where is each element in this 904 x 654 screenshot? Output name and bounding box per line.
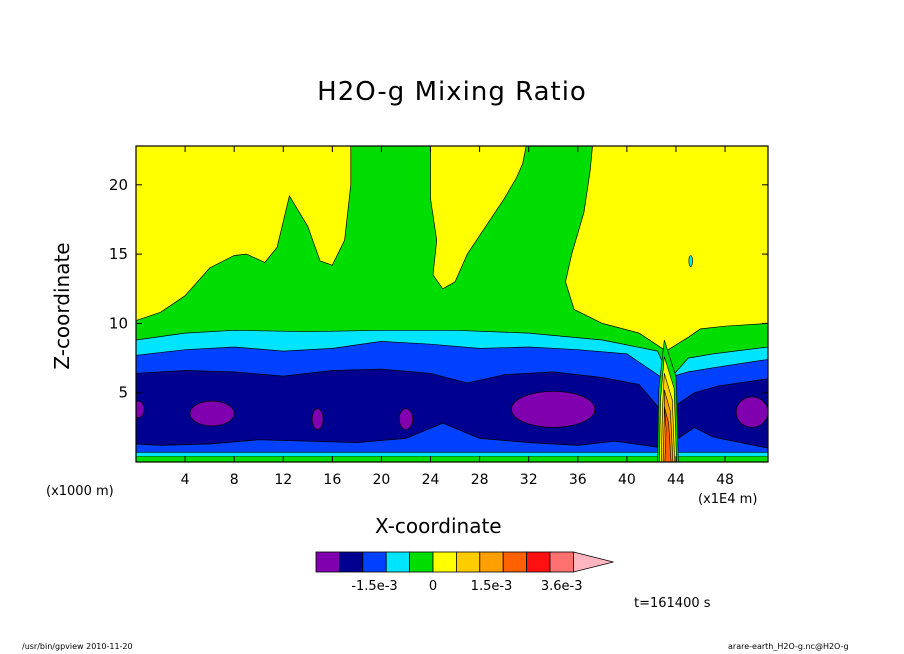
x-tick-label: 12 (274, 472, 292, 488)
x-unit-label-left: (x1000 m) (46, 484, 114, 499)
colorbar-swatch (409, 551, 434, 573)
colorbar-label: -1.5e-3 (351, 579, 397, 594)
colorbar-swatch (502, 551, 528, 573)
colorbar-swatch (455, 551, 481, 573)
colorbar-swatch (315, 551, 340, 573)
contour-fill-blue-low (136, 422, 768, 453)
colorbar-swatch (385, 551, 411, 573)
purple-core-2 (311, 408, 324, 430)
y-tick-label: 5 (118, 384, 128, 402)
x-tick-label: 44 (667, 472, 685, 488)
purple-core-3 (398, 408, 414, 430)
colorbar-swatch (432, 551, 457, 573)
small-cyan-feature (688, 255, 693, 267)
colorbar-swatch (549, 551, 574, 573)
x-tick-label: 24 (422, 472, 440, 488)
purple-core-1 (189, 400, 235, 427)
x-tick-label: 48 (716, 472, 734, 488)
x-tick-label: 8 (230, 472, 239, 488)
x-unit-label-right: (x1E4 m) (698, 492, 758, 507)
purple-core-6 (735, 396, 768, 428)
x-tick-label: 16 (323, 472, 341, 488)
colorbar-label: 0 (429, 579, 437, 594)
colorbar-swatch (362, 551, 387, 573)
chart-title: H2O-g Mixing Ratio (317, 77, 587, 107)
purple-core-5 (136, 400, 145, 418)
contour-plot-area (136, 146, 768, 462)
contour-fill-cyan-low (136, 451, 768, 457)
plume-layer-5 (664, 406, 672, 462)
x-tick-label: 40 (618, 472, 636, 488)
colorbar-swatch (526, 551, 551, 573)
y-tick-label: 10 (109, 314, 128, 332)
x-tick-label: 4 (181, 472, 190, 488)
y-tick-label: 15 (109, 245, 128, 263)
contour-fill-bottom-green (136, 456, 768, 462)
colorbar: -1.5e-3 0 1.5e-3 3.6e-3 (315, 551, 614, 594)
footer-left: /usr/bin/gpview 2010-11-20 (22, 642, 133, 651)
colorbar-swatch (479, 551, 504, 573)
x-tick-label: 32 (520, 472, 538, 488)
x-tick-label: 36 (569, 472, 587, 488)
footer-right: arare-earth_H2O-g.nc@H2O-g (728, 642, 849, 651)
purple-core-4 (511, 390, 596, 428)
colorbar-arrow (573, 551, 614, 573)
time-label: t=161400 s (634, 596, 711, 611)
colorbar-swatch (338, 551, 364, 573)
y-tick-label: 20 (109, 176, 128, 194)
x-tick-label: 20 (373, 472, 391, 488)
colorbar-label: 3.6e-3 (541, 579, 583, 594)
y-axis-label: Z-coordinate (50, 242, 74, 370)
plot-frame (135, 145, 769, 463)
colorbar-label: 1.5e-3 (471, 579, 513, 594)
x-axis-label: X-coordinate (375, 514, 502, 538)
x-tick-label: 28 (471, 472, 489, 488)
